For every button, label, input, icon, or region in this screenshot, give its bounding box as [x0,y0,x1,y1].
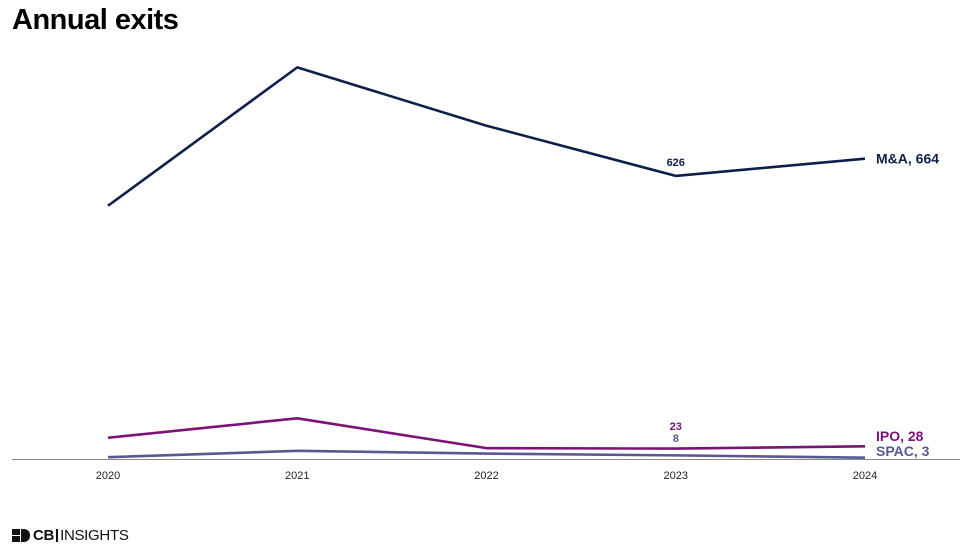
series-lines [107,66,866,459]
point-labels: 626 238 [667,157,685,445]
point-label-m-a-2023: 626 [667,157,685,169]
logo-text-light: INSIGHTS [60,527,129,544]
point-label-spac-2023: 8 [673,433,679,445]
x-tick-labels: 2020 2021 2022 2023 2024 [96,470,877,482]
chart-title: Annual exits [12,4,179,36]
x-tick-label-2023: 2023 [664,470,688,482]
cb-insights-logo-icon [12,529,30,542]
x-tick-label-2020: 2020 [96,470,120,482]
series-line-ipo [107,416,866,450]
point-label-ipo-2023: 23 [670,421,682,433]
cb-insights-logo: CB INSIGHTS [12,527,129,544]
series-line-spac [107,449,866,459]
end-label-spac: SPAC, 3 [876,443,930,459]
logo-text-bold: CB [33,527,55,544]
series-line-m-a [107,66,866,207]
logo-separator [56,529,59,542]
end-label-m-a: M&A, 664 [876,151,939,167]
x-tick-label-2021: 2021 [285,470,309,482]
end-label-ipo: IPO, 28 [876,428,924,444]
x-tick-label-2022: 2022 [474,470,498,482]
x-tick-label-2024: 2024 [853,470,877,482]
